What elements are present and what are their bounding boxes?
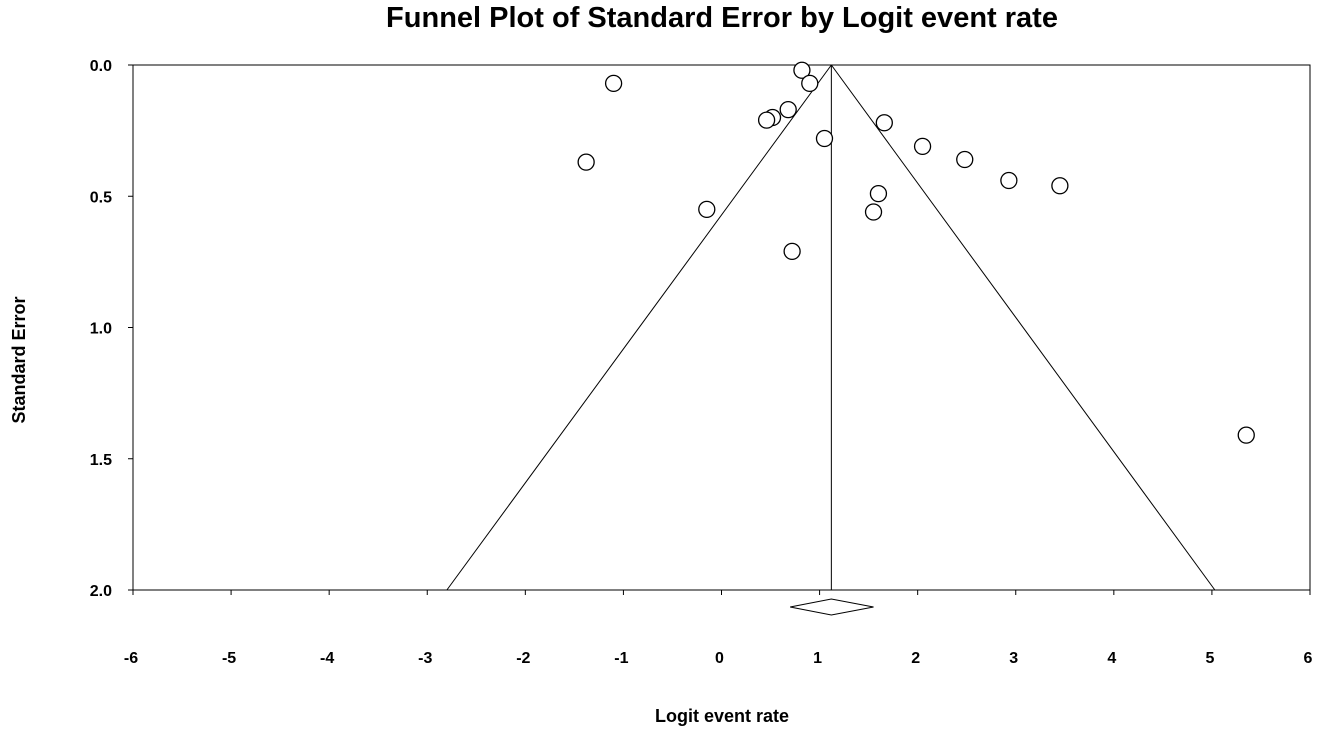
y-tick-label: 0.0 — [90, 58, 112, 75]
study-point — [913, 137, 932, 156]
x-tick-label: 0 — [715, 650, 724, 667]
study-point — [875, 114, 893, 132]
study-point — [604, 74, 623, 93]
x-tick-label: 5 — [1205, 650, 1214, 667]
x-tick-label: -1 — [614, 650, 628, 667]
study-point — [864, 203, 883, 221]
x-tick-label: 1 — [813, 650, 822, 667]
funnel-right-line — [830, 64, 1216, 591]
x-axis-title: Logit event rate — [655, 706, 789, 726]
x-tick-label: -6 — [124, 650, 138, 667]
y-tick-label: 2.0 — [90, 583, 112, 600]
y-tick-label: 0.5 — [90, 189, 112, 206]
funnel-left-line — [446, 64, 832, 591]
study-point — [757, 111, 776, 129]
study-point — [783, 242, 801, 261]
summary-diamond — [790, 598, 874, 616]
y-tick-label: 1.5 — [90, 452, 112, 469]
y-tick-label: 1.0 — [90, 321, 112, 338]
study-point — [815, 129, 834, 148]
x-tick-label: 2 — [911, 650, 920, 667]
study-point — [801, 74, 819, 93]
study-point — [1237, 426, 1255, 444]
study-point — [577, 153, 595, 171]
plot-area-frame — [132, 64, 1311, 591]
x-tick-label: 6 — [1304, 650, 1313, 667]
x-tick-label: 3 — [1009, 650, 1018, 667]
x-tick-label: 4 — [1107, 650, 1116, 667]
x-tick-label: -4 — [320, 650, 334, 667]
chart-title: Funnel Plot of Standard Error by Logit e… — [386, 2, 1058, 34]
y-axis-title: Standard Error — [9, 296, 29, 423]
study-point — [869, 184, 888, 203]
study-point — [956, 150, 974, 169]
study-point — [779, 100, 797, 119]
x-tick-label: -3 — [418, 650, 432, 667]
study-point — [1000, 171, 1018, 190]
study-point — [1051, 177, 1069, 195]
study-point — [793, 61, 811, 79]
study-point — [698, 200, 716, 219]
x-tick-label: -5 — [222, 650, 236, 667]
x-tick-label: -2 — [516, 650, 530, 667]
